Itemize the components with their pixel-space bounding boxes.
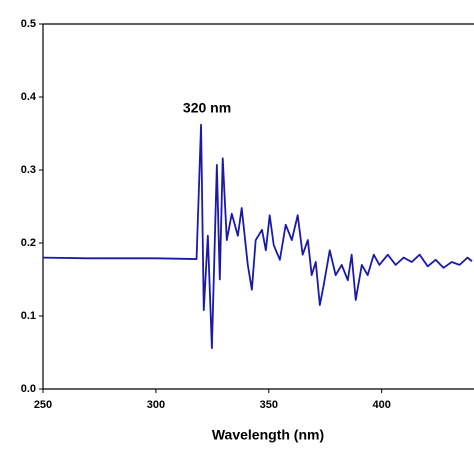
y-tick-label: 0.1 <box>21 310 36 322</box>
y-tick-label: 0.4 <box>21 91 37 103</box>
annotation: 320 nm <box>183 99 231 115</box>
y-tick-label: 0.3 <box>21 164 36 176</box>
x-tick-label: 400 <box>373 399 391 411</box>
y-tick-label: 0.2 <box>21 237 36 249</box>
y-tick-label: 0.5 <box>21 18 36 30</box>
data-line <box>42 123 473 350</box>
x-tick-label: 300 <box>147 399 165 411</box>
x-tick-label: 350 <box>260 399 278 411</box>
x-axis-label: Wavelength (nm) <box>212 427 324 443</box>
x-tick-label: 250 <box>34 399 52 411</box>
y-tick-label: 0.0 <box>21 383 36 395</box>
